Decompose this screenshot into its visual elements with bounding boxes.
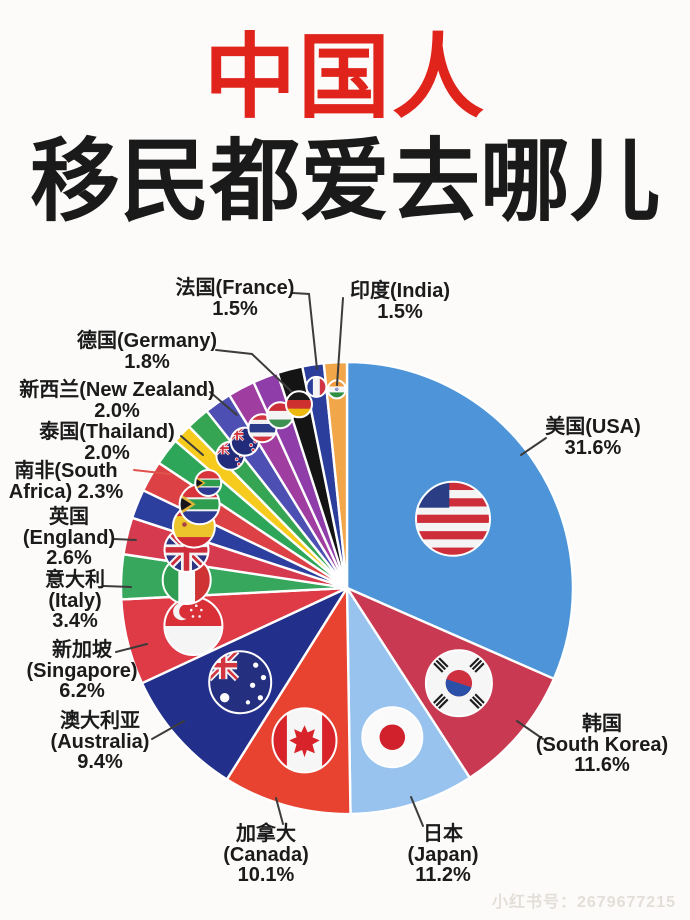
pie-label-line: (Japan) (407, 843, 479, 866)
pie-label-india: 印度(India) 1.5% (350, 281, 450, 322)
title-line-2: 移民都爱去哪儿 (30, 132, 660, 232)
pie-label-germany: 德国(Germany) 1.8% (77, 331, 217, 372)
pie-label-line: 2.0% (94, 399, 140, 422)
pie-label-usa: 美国(USA) 31.6% (545, 417, 641, 458)
pie-label-line: 11.2% (415, 864, 471, 886)
flag-icons (161, 375, 493, 774)
pie-label-singapore: 新加坡 (Singapore) 6.2% (26, 640, 137, 702)
pie-label-line: 10.1% (237, 864, 295, 886)
pie-label-nz: 新西兰(New Zealand) 2.0% (19, 380, 215, 421)
leader-line-uk (113, 538, 137, 541)
pie-label-line: 11.6% (574, 754, 630, 776)
pie-label-australia: 澳大利亚 (Australia) 9.4% (51, 711, 150, 773)
pie-label-line: 泰国(Thailand) (39, 421, 175, 443)
pie-label-uk: 英国 (England) 2.6% (23, 507, 115, 569)
pie-label-southafrica: 南非(South Africa) 2.3% (9, 461, 124, 502)
pie-label-line: 1.8% (124, 350, 170, 373)
leader-line-singapore (115, 643, 148, 653)
pie-label-line: 印度(India) (350, 280, 450, 302)
pie-label-line: 美国(USA) (545, 416, 641, 438)
leader-line-japan (410, 796, 424, 827)
pie-label-line: 2.6% (46, 547, 92, 569)
pie-label-line: 德国(Germany) (76, 330, 218, 352)
pie-label-japan: 日本 (Japan) 11.2% (407, 824, 478, 886)
leader-line-usa (520, 437, 547, 456)
gb-flag-icon (163, 526, 210, 573)
pie-label-line: (Australia) (50, 730, 150, 753)
pie-label-line: 澳大利亚 (60, 710, 140, 732)
leader-line-south-africa (133, 469, 171, 475)
kr-flag-icon (424, 649, 493, 718)
pie-label-line: 新西兰(New Zealand) (19, 379, 215, 401)
pie-label-line: (Canada) (223, 843, 309, 866)
pie-label-line: 日本 (423, 823, 463, 845)
pie-label-line: 南非(South (14, 460, 118, 482)
leader-line-germany (215, 349, 292, 392)
pie-label-line: (Singapore) (26, 659, 138, 682)
pie-label-line: 加拿大 (235, 823, 296, 845)
watermark: 小红书号：2679677215 (492, 894, 676, 911)
leader-line-australia (151, 720, 185, 740)
pie-label-line: 新加坡 (52, 639, 112, 661)
pie-label-line: 1.5% (212, 297, 258, 320)
za-flag-icon (178, 483, 221, 526)
pie-label-korea: 韩国 (South Korea) 11.6% (536, 714, 668, 776)
za-flag-icon (194, 469, 223, 497)
pie-label-line: 韩国 (582, 713, 622, 735)
leader-line-italy (103, 585, 132, 588)
pie-label-line: 3.4% (52, 610, 98, 632)
pie-label-line: 法国(France) (175, 277, 295, 299)
leader-lines (103, 292, 547, 827)
pie-label-line: 2.0% (84, 441, 130, 464)
leader-line-thailand (180, 435, 204, 456)
pie-label-line: Africa) 2.3% (8, 480, 124, 503)
us-flag-icon (415, 480, 491, 557)
pie-label-line: (South Korea) (535, 733, 669, 756)
pie-label-line: 9.4% (77, 751, 123, 773)
pie-label-line: 1.5% (377, 300, 423, 323)
pie-label-france: 法国(France) 1.5% (176, 278, 295, 319)
ca-flag-icon (271, 707, 338, 774)
jp-flag-icon (361, 706, 424, 769)
fr-flag-icon (305, 375, 328, 398)
pie-label-line: (England) (22, 526, 116, 549)
leader-line-india (336, 297, 344, 386)
leader-line-new-zealand (209, 391, 238, 416)
au-flag-icon (208, 650, 273, 715)
pie-label-line: (Italy) (48, 589, 102, 612)
pie-label-canada: 加拿大 (Canada) 10.1% (223, 824, 309, 886)
pie-label-line: 英国 (49, 506, 89, 528)
pie-label-italy: 意大利 (Italy) 3.4% (45, 570, 105, 632)
pie-slice-india (322, 360, 349, 590)
pie-label-line: 31.6% (564, 436, 622, 459)
leader-line-canada (275, 797, 284, 825)
leader-line-korea (516, 720, 544, 740)
leader-line-france (292, 292, 318, 370)
pie-label-line: 6.2% (59, 680, 105, 702)
de-flag-icon (285, 390, 313, 419)
nz-flag-icon (215, 440, 246, 471)
pie-label-thailand: 泰国(Thailand) 2.0% (39, 422, 175, 463)
pie-label-line: 意大利 (45, 569, 105, 591)
title-line-1: 中国人 (203, 27, 486, 129)
